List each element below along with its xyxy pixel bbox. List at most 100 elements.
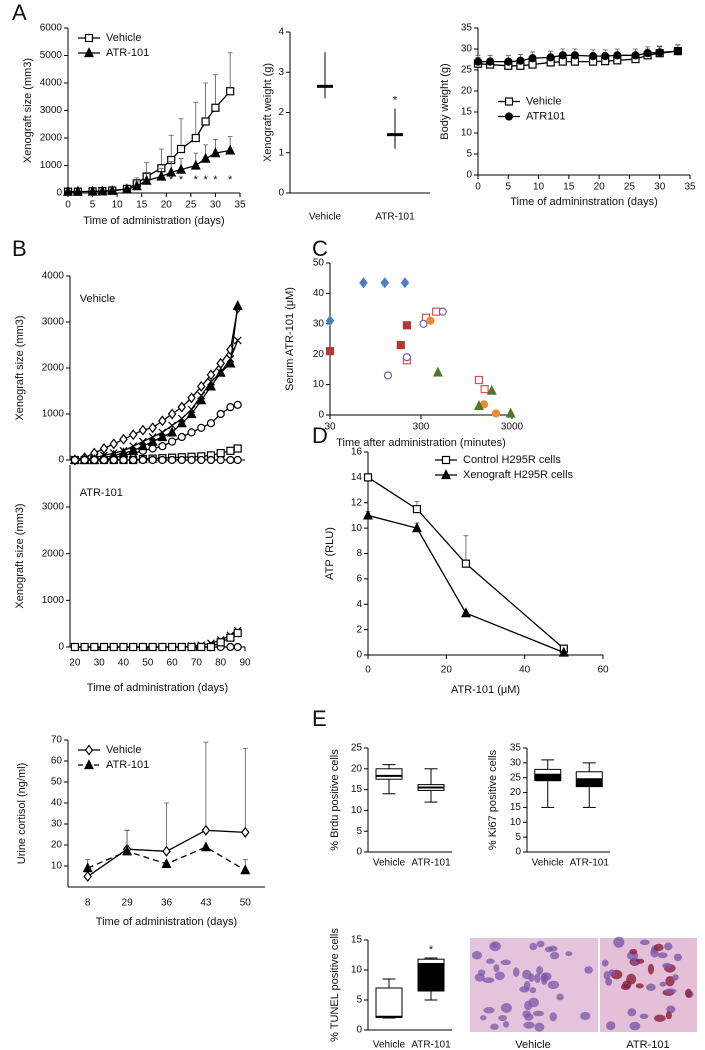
marker — [232, 300, 243, 310]
legend-label: Vehicle — [106, 744, 141, 756]
marker — [588, 52, 598, 61]
x-tick-label: 80 — [215, 658, 227, 669]
marker — [325, 315, 335, 327]
marker — [216, 449, 225, 458]
cell — [512, 967, 520, 977]
y-tick-label: 4000 — [40, 78, 63, 89]
marker — [177, 432, 186, 442]
marker — [226, 633, 235, 642]
y-tick-label: 0 — [58, 642, 64, 653]
marker — [206, 380, 216, 391]
marker — [190, 159, 201, 170]
panel-letter: C — [312, 236, 328, 261]
x-tick-label: 20 — [69, 658, 81, 669]
marker — [411, 522, 422, 533]
y-tick-label: 25 — [351, 743, 363, 754]
annotation: * — [203, 174, 208, 186]
cell — [627, 1008, 637, 1017]
y-tick-label: 0 — [56, 188, 62, 199]
y-tick-label: 2000 — [42, 548, 65, 559]
x-axis-label: Time of administration (days) — [96, 916, 237, 928]
marker — [158, 642, 167, 652]
marker — [87, 185, 98, 196]
cell — [665, 976, 675, 987]
y-axis-label: Serum ATR-101 (μM) — [284, 287, 296, 391]
marker — [162, 845, 171, 857]
marker — [84, 33, 94, 43]
marker — [516, 56, 525, 65]
y-tick-label: 30 — [461, 44, 473, 55]
error-bar — [203, 741, 209, 831]
y-tick-label: 15 — [351, 935, 363, 946]
x-tick-label: 35 — [684, 182, 696, 193]
marker — [186, 408, 197, 419]
marker — [233, 642, 242, 652]
marker — [187, 428, 196, 437]
cell — [494, 971, 505, 981]
cell — [534, 1022, 545, 1032]
cell — [665, 988, 677, 994]
y-tick-label: 1000 — [42, 409, 65, 420]
marker — [72, 185, 83, 196]
x-tick-label: 20 — [441, 665, 453, 676]
x-tick-label: 0 — [65, 200, 71, 211]
x-category-label: ATR-101 — [570, 858, 610, 869]
cell — [673, 953, 682, 962]
marker — [226, 446, 235, 455]
cell — [490, 1023, 499, 1030]
marker — [167, 408, 177, 420]
marker — [109, 438, 119, 450]
cell — [584, 966, 593, 974]
cell — [536, 965, 544, 975]
cell — [629, 948, 638, 955]
marker — [200, 841, 211, 852]
y-tick-label: 60 — [51, 756, 63, 767]
marker — [216, 638, 225, 647]
marker — [233, 336, 242, 345]
x-tick-label: 20 — [594, 182, 606, 193]
x-tick-label: 30 — [654, 182, 666, 193]
y-tick-label: 40 — [51, 798, 63, 809]
marker — [131, 180, 142, 191]
y-tick-label: 2 — [278, 107, 284, 118]
annotation: * — [393, 94, 398, 106]
x-tick-label: 10 — [112, 200, 124, 211]
cell — [471, 951, 483, 960]
panel-letter: B — [12, 236, 27, 261]
y-tick-label: 5000 — [40, 50, 63, 61]
box — [375, 987, 403, 1018]
cell — [549, 951, 560, 960]
y-tick-label: 10 — [313, 379, 325, 390]
cell — [502, 1020, 510, 1028]
x-tick-label: 0 — [365, 665, 371, 676]
cell — [639, 1013, 649, 1020]
marker — [570, 51, 580, 60]
marker — [432, 366, 443, 377]
y-axis-label: Urine cortisol (ng/ml) — [16, 763, 28, 864]
annotation: * — [169, 174, 174, 186]
series-line — [74, 305, 239, 461]
panel-letter: E — [312, 706, 327, 731]
marker — [177, 642, 186, 652]
marker — [225, 357, 236, 368]
marker — [233, 628, 242, 638]
error-bar — [164, 802, 169, 852]
marker — [206, 419, 216, 428]
x-category-label: Vehicle — [309, 212, 342, 223]
y-tick-label: 25 — [510, 772, 522, 783]
marker — [128, 444, 139, 455]
y-tick-label: 50 — [313, 258, 325, 269]
y-tick-label: 30 — [313, 318, 325, 329]
y-tick-label: 2000 — [40, 133, 63, 144]
marker — [226, 403, 235, 412]
marker — [601, 52, 610, 61]
y-tick-label: 20 — [461, 86, 473, 97]
marker — [138, 642, 148, 652]
x-category-label: Vehicle — [373, 858, 406, 869]
x-category-label: 50 — [240, 898, 252, 909]
y-tick-label: 16 — [351, 447, 363, 458]
x-category-label: Vehicle — [373, 1040, 406, 1050]
marker — [215, 366, 226, 377]
series-line — [367, 514, 565, 654]
x-category-label: 36 — [161, 898, 173, 909]
